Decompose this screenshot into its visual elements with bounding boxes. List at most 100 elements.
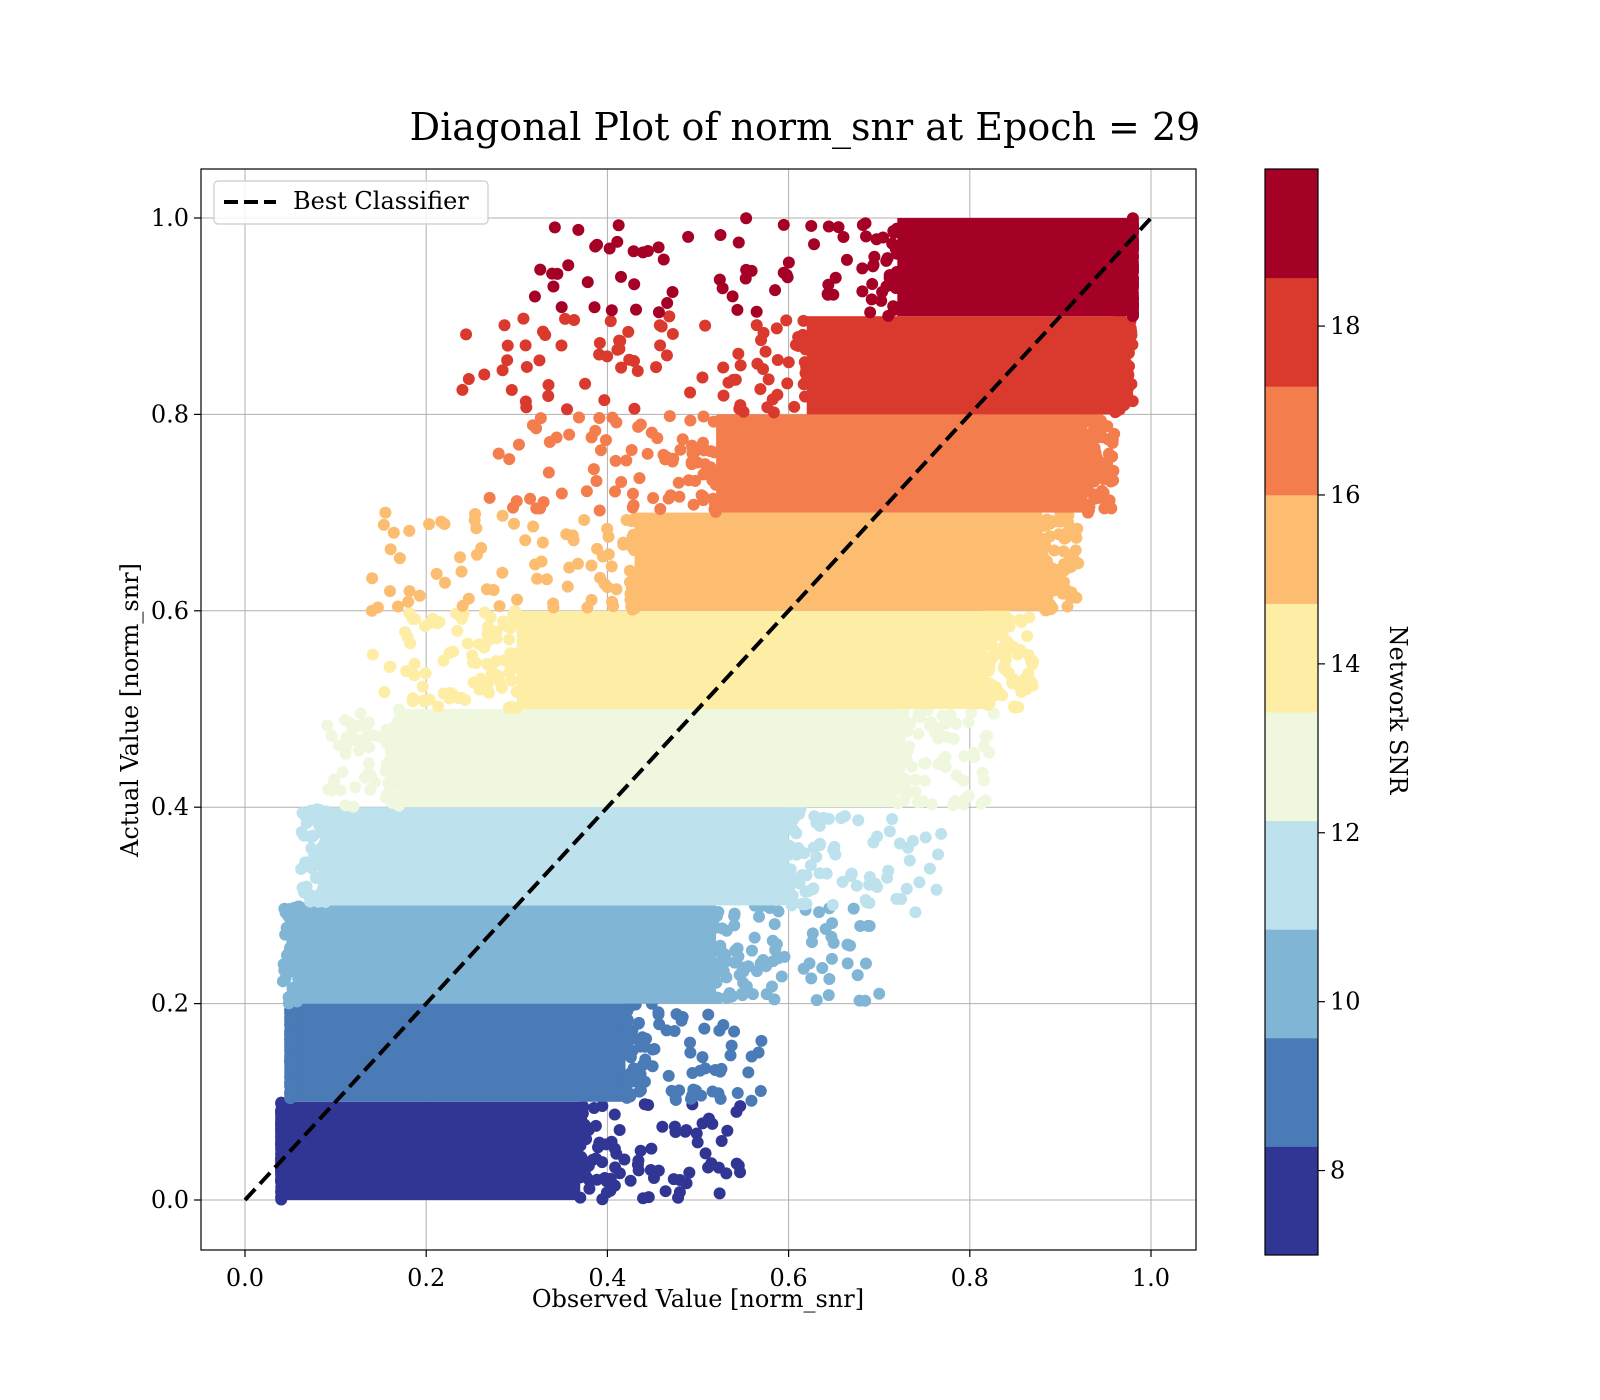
scatter-point <box>641 447 654 460</box>
scatter-point <box>534 412 547 425</box>
colorbar-tick-label: 8 <box>1330 1157 1345 1185</box>
scatter-point <box>1048 544 1061 557</box>
scatter-point <box>667 1173 680 1186</box>
scatter-point <box>462 373 475 386</box>
x-tick-label: 0.0 <box>226 1264 264 1292</box>
scatter-point <box>699 319 712 332</box>
scatter-point <box>638 1075 651 1088</box>
scatter-point <box>580 1133 593 1146</box>
scatter-point <box>731 942 744 955</box>
scatter-point <box>866 278 879 291</box>
scatter-point <box>1126 262 1139 275</box>
scatter-point <box>710 976 723 989</box>
scatter-point <box>1049 577 1062 590</box>
scatter-point <box>913 876 926 889</box>
scatter-point <box>939 717 952 730</box>
scatter-point <box>781 377 794 390</box>
scatter-point <box>810 994 823 1007</box>
scatter-point <box>609 454 622 467</box>
scatter-point <box>1125 329 1138 342</box>
colorbar-bin <box>1265 712 1318 822</box>
scatter-point <box>712 1161 725 1174</box>
scatter-point <box>886 237 899 250</box>
scatter-point <box>666 327 679 340</box>
y-tick-label: 0.2 <box>151 990 189 1018</box>
scatter-point <box>859 894 872 907</box>
scatter-point <box>984 625 997 638</box>
scatter-point <box>1114 345 1127 358</box>
scatter-point <box>275 1130 288 1143</box>
scatter-point <box>454 551 467 564</box>
scatter-point <box>519 534 532 547</box>
scatter-point <box>495 681 508 694</box>
scatter-point <box>612 219 625 232</box>
scatter-point <box>461 637 474 650</box>
scatter-point <box>287 964 300 977</box>
plot-frame <box>200 168 1197 1251</box>
scatter-point <box>378 686 391 699</box>
scatter-band-core <box>290 1003 626 1102</box>
scatter-point <box>706 1117 719 1130</box>
scatter-outlier-point <box>365 604 378 617</box>
scatter-point <box>968 751 981 764</box>
scatter-point <box>684 1092 697 1105</box>
scatter-point <box>978 740 991 753</box>
scatter-point <box>822 989 835 1002</box>
scatter-point <box>438 576 451 589</box>
scatter-point <box>509 604 522 617</box>
scatter-point <box>596 1156 609 1169</box>
scatter-point <box>730 1105 743 1118</box>
scatter-point <box>1126 286 1139 299</box>
y-tick-label: 0.4 <box>151 793 189 821</box>
scatter-point <box>822 220 835 233</box>
colorbar-tick-label: 12 <box>1330 819 1361 847</box>
scatter-point <box>520 401 533 414</box>
scatter-point <box>766 934 779 947</box>
scatter-point <box>1046 562 1059 575</box>
scatter-point <box>683 1166 696 1179</box>
scatter-band-core <box>634 512 1043 611</box>
scatter-point <box>689 474 702 487</box>
scatter-point <box>707 415 720 428</box>
scatter-point <box>547 280 560 293</box>
scatter-point <box>280 921 293 934</box>
scatter-point <box>1108 319 1121 332</box>
scatter-point <box>526 419 539 432</box>
scatter-point <box>1023 611 1036 624</box>
scatter-point <box>503 633 516 646</box>
scatter-point <box>574 1110 587 1123</box>
scatter-point <box>284 1041 297 1054</box>
scatter-point <box>805 219 818 232</box>
scatter-point <box>572 223 585 236</box>
scatter-point <box>403 585 416 598</box>
scatter-point <box>944 708 957 721</box>
scatter-point <box>883 825 896 838</box>
scatter-point <box>876 286 889 299</box>
scatter-point <box>790 848 803 861</box>
scatter-point <box>745 944 758 957</box>
scatter-point <box>339 714 352 727</box>
chart-title: Diagonal Plot of norm_snr at Epoch = 29 <box>410 105 1201 150</box>
scatter-point <box>377 518 390 531</box>
scatter-point <box>1070 531 1083 544</box>
scatter-point <box>452 692 465 705</box>
scatter-point <box>728 1025 741 1038</box>
scatter-point <box>714 955 727 968</box>
scatter-point <box>581 601 594 614</box>
scatter-point <box>393 703 406 716</box>
scatter-point <box>829 848 842 861</box>
scatter-point <box>1109 374 1122 387</box>
scatter-point <box>1007 673 1020 686</box>
scatter-point <box>393 552 406 565</box>
scatter-point <box>822 278 835 291</box>
scatter-point <box>769 943 782 956</box>
scatter-point <box>714 228 727 241</box>
scatter-point <box>605 560 618 573</box>
scatter-point <box>923 862 936 875</box>
scatter-point <box>771 353 784 366</box>
scatter-point <box>383 660 396 673</box>
scatter-point <box>539 328 552 341</box>
scatter-point <box>754 1085 767 1098</box>
legend-box <box>213 180 489 225</box>
scatter-point <box>893 733 906 746</box>
